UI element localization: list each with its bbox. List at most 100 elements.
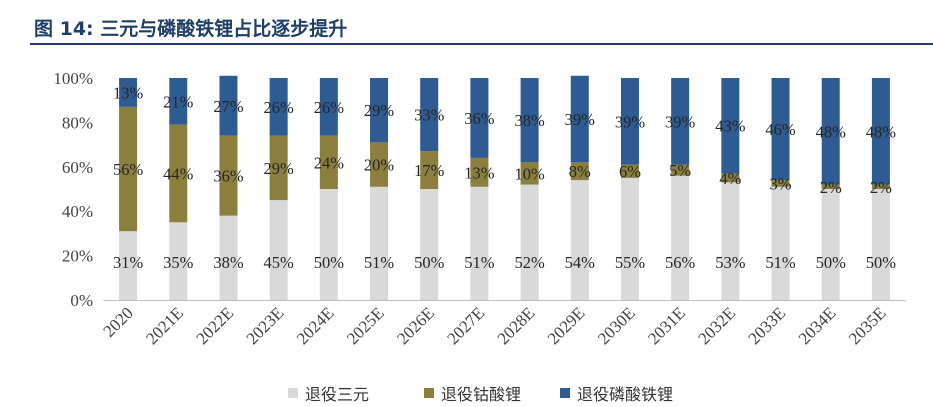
bar-segment bbox=[771, 78, 790, 181]
bar-segment bbox=[370, 142, 389, 187]
data-label: 52% bbox=[514, 253, 545, 272]
legend-item: 退役三元 bbox=[288, 382, 369, 404]
bar-segment bbox=[671, 164, 690, 176]
bar-segment bbox=[520, 184, 539, 300]
x-tick-label: 2023E bbox=[243, 303, 288, 348]
legend-label: 退役三元 bbox=[305, 385, 370, 404]
bar-segment bbox=[169, 78, 188, 125]
bar-segment bbox=[570, 180, 589, 300]
bar-segment bbox=[119, 106, 138, 232]
data-label: 50% bbox=[866, 253, 897, 272]
data-label: 39% bbox=[565, 110, 596, 129]
x-tick-label: 2025E bbox=[343, 303, 388, 348]
bar-segment bbox=[570, 75, 589, 163]
x-tick-label: 2024E bbox=[293, 303, 338, 348]
bar-segment bbox=[620, 78, 639, 165]
data-label: 39% bbox=[615, 112, 646, 131]
bar-segment bbox=[470, 186, 489, 300]
data-label: 21% bbox=[163, 92, 194, 111]
data-label: 35% bbox=[163, 253, 194, 272]
bar-segment bbox=[370, 186, 389, 300]
bar-segment bbox=[420, 151, 439, 189]
x-tick-label: 2034E bbox=[795, 303, 840, 348]
bar-segment bbox=[620, 164, 639, 178]
data-label: 48% bbox=[816, 122, 847, 141]
bar-segment bbox=[821, 78, 840, 185]
bar-segment bbox=[671, 175, 690, 300]
bar-segment bbox=[420, 189, 439, 300]
data-label: 27% bbox=[213, 97, 244, 116]
x-tick-label: 2027E bbox=[443, 303, 488, 348]
bar-segment bbox=[570, 162, 589, 181]
bar-segment bbox=[620, 177, 639, 300]
bar-segment bbox=[470, 157, 489, 187]
legend-swatch bbox=[424, 388, 434, 398]
x-tick-label: 2022E bbox=[192, 303, 237, 348]
bar-segment bbox=[871, 184, 890, 189]
data-label: 38% bbox=[213, 253, 244, 272]
data-label: 53% bbox=[715, 253, 746, 272]
bar-segment bbox=[319, 135, 338, 189]
x-tick-label: 2026E bbox=[393, 303, 438, 348]
data-label: 54% bbox=[565, 253, 596, 272]
data-label: 4% bbox=[719, 169, 741, 188]
data-label: 13% bbox=[464, 163, 495, 182]
bar-segment bbox=[821, 184, 840, 189]
bar-segment bbox=[319, 189, 338, 300]
data-label: 43% bbox=[715, 117, 746, 136]
y-tick-label: 20% bbox=[62, 247, 93, 266]
x-tick-label: 2030E bbox=[594, 303, 639, 348]
data-label: 20% bbox=[364, 156, 395, 175]
y-tick-label: 100% bbox=[53, 69, 93, 88]
chart-legend: 退役三元 退役钴酸锂 退役磷酸铁锂 bbox=[0, 382, 933, 404]
bar-segment bbox=[871, 189, 890, 300]
data-label: 2% bbox=[870, 178, 892, 197]
data-label: 51% bbox=[765, 253, 796, 272]
data-label: 10% bbox=[514, 164, 545, 183]
figure-title: 图 14: 三元与磷酸铁锂占比逐步提升 bbox=[34, 18, 348, 40]
data-label: 5% bbox=[669, 161, 691, 180]
bar-segment bbox=[520, 78, 539, 163]
data-label: 2% bbox=[820, 178, 842, 197]
data-label: 26% bbox=[264, 98, 295, 117]
data-label: 55% bbox=[615, 253, 646, 272]
data-label: 6% bbox=[619, 162, 641, 181]
x-tick-label: 2029E bbox=[544, 303, 589, 348]
bar-segment bbox=[721, 78, 740, 174]
bar-segment bbox=[771, 186, 790, 300]
data-label: 26% bbox=[314, 98, 345, 117]
bar-segment bbox=[871, 78, 890, 185]
y-tick-label: 0% bbox=[70, 291, 93, 310]
bar-segment bbox=[721, 173, 740, 183]
bar-segment bbox=[520, 162, 539, 185]
bar-segment bbox=[821, 189, 840, 300]
legend-label: 退役钴酸锂 bbox=[441, 385, 522, 404]
x-tick-label: 2021E bbox=[142, 303, 187, 348]
data-label: 46% bbox=[765, 120, 796, 139]
bar-segment bbox=[269, 78, 288, 136]
data-label: 31% bbox=[113, 253, 144, 272]
data-label: 3% bbox=[770, 174, 792, 193]
bar-segment bbox=[671, 78, 690, 165]
legend-swatch bbox=[288, 388, 298, 398]
bar-segment bbox=[119, 231, 138, 300]
bar-segment bbox=[169, 222, 188, 300]
legend-swatch bbox=[560, 388, 570, 398]
x-tick-label: 2028E bbox=[494, 303, 539, 348]
data-label: 36% bbox=[213, 167, 244, 186]
data-label: 45% bbox=[264, 253, 295, 272]
y-tick-label: 80% bbox=[62, 113, 93, 132]
bar-segment bbox=[119, 78, 138, 107]
title-rule bbox=[30, 43, 933, 45]
data-label: 8% bbox=[569, 162, 591, 181]
data-label: 51% bbox=[464, 253, 495, 272]
data-label: 36% bbox=[464, 109, 495, 128]
bar-segment bbox=[269, 135, 288, 201]
x-tick-label: 2035E bbox=[845, 303, 890, 348]
y-tick-label: 60% bbox=[62, 158, 93, 177]
bar-segment bbox=[219, 135, 238, 216]
bar-segment bbox=[219, 75, 238, 136]
x-tick-label: 2020 bbox=[99, 303, 136, 340]
data-label: 17% bbox=[414, 161, 445, 180]
data-label: 13% bbox=[113, 83, 144, 102]
